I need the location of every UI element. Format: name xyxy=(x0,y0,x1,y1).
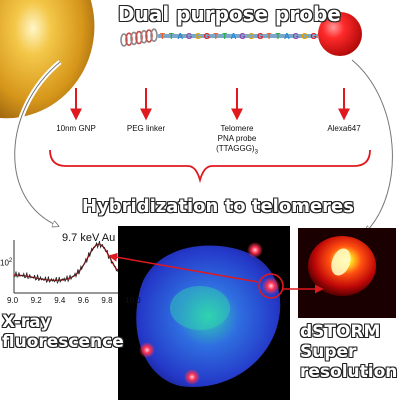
spectrum-data-curve xyxy=(14,240,133,285)
sequence-base: A xyxy=(177,32,183,41)
telomere-spot xyxy=(262,277,280,295)
coil-turn xyxy=(135,30,143,45)
coil-turn xyxy=(140,29,148,44)
sequence-base: G xyxy=(186,32,192,41)
pna-label: Telomere PNA probe (TTAGGG)3 xyxy=(207,124,267,158)
sequence-backbone xyxy=(158,34,318,38)
x-tick-label: 9.8 xyxy=(101,296,113,305)
alexa-label: Alexa647 xyxy=(327,124,361,133)
xrf-caption: X-ray fluorescence xyxy=(2,312,124,352)
selected-telomere-circle xyxy=(258,273,284,299)
sequence-base: A xyxy=(231,32,237,41)
coil-turn xyxy=(130,31,138,46)
nucleus-image xyxy=(118,226,290,400)
sequence-base: G xyxy=(257,32,263,41)
sequence-base: T xyxy=(160,32,165,41)
curved-arrow-right xyxy=(350,58,395,234)
sequence-base: G xyxy=(302,32,308,41)
telomere-spot xyxy=(184,369,200,385)
hybridization-label: Hybridization to telomeres xyxy=(82,196,354,217)
x-tick-label: 9.4 xyxy=(54,296,66,305)
x-tick-label: 10.0 xyxy=(125,296,141,305)
coil-turn xyxy=(125,32,133,47)
sequence-base: G xyxy=(293,32,299,41)
sequence-base: T xyxy=(267,32,272,41)
sequence-base: G xyxy=(204,32,210,41)
dstorm-image xyxy=(298,228,396,318)
pna-subscript: 3 xyxy=(254,149,258,156)
storm-caption-line2: Super xyxy=(300,342,357,362)
to-spectrum-arrow xyxy=(108,252,259,283)
sequence-base: G xyxy=(239,32,245,41)
pna-label-line1: Telomere xyxy=(220,124,254,133)
xrf-peak-label: 9.7 keV Au xyxy=(62,232,116,244)
xrf-spectrum-plot xyxy=(13,240,133,294)
x-tick-label: 9.0 xyxy=(7,296,19,305)
sequence-base: G xyxy=(248,32,254,41)
telomere-spot xyxy=(247,242,263,258)
xrf-y-tick: 102 xyxy=(0,258,13,268)
spectrum-fit-curve xyxy=(14,243,133,281)
pna-label-line3: (TTAGGG)3 xyxy=(216,144,258,156)
coil-turn xyxy=(120,33,128,47)
sequence-base: G xyxy=(310,32,316,41)
coil-turn xyxy=(150,28,158,43)
sequence-base: A xyxy=(284,32,290,41)
storm-caption-line1: dSTORM xyxy=(300,322,381,342)
peg-linker-coil xyxy=(120,28,158,47)
gold-nanoparticle xyxy=(0,0,95,119)
sequence-base: T xyxy=(213,32,218,41)
xrf-caption-line2: fluorescence xyxy=(2,332,124,352)
xrf-caption-line1: X-ray xyxy=(2,312,52,332)
diagram-title: Dual purpose probe xyxy=(118,2,341,26)
x-tick-label: 9.6 xyxy=(77,296,89,305)
components-bracket xyxy=(49,149,371,184)
pna-label-line2: PNA probe xyxy=(217,134,257,143)
sequence-base: T xyxy=(276,32,281,41)
gnp-label: 10nm GNP xyxy=(56,124,96,133)
sequence-base: T xyxy=(222,32,227,41)
storm-caption: dSTORM Super resolution xyxy=(300,322,397,382)
storm-caption-line3: resolution xyxy=(300,362,398,382)
x-tick-label: 9.2 xyxy=(30,296,42,305)
sequence-base: G xyxy=(195,32,201,41)
peg-label: PEG linker xyxy=(126,124,166,133)
alexa-dye-sphere xyxy=(318,12,362,56)
telomere-spot xyxy=(139,342,155,358)
coil-turn xyxy=(145,29,153,43)
sequence-base: T xyxy=(169,32,174,41)
